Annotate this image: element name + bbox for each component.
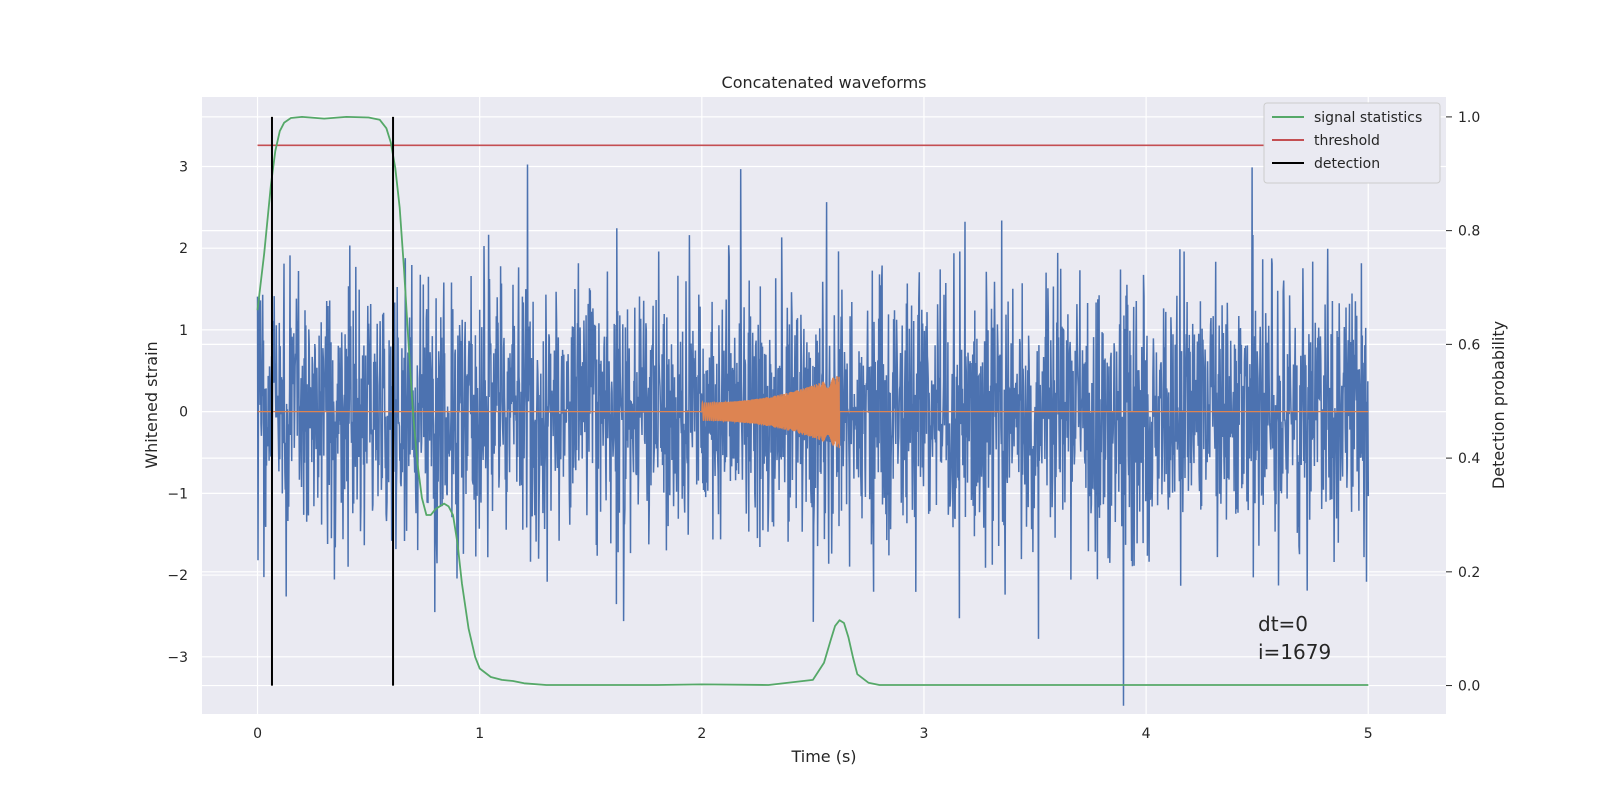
strain-line <box>256 164 1370 706</box>
noise-series <box>256 164 1370 706</box>
legend-box <box>1263 102 1441 184</box>
y2-tick-label: 0.6 <box>1458 337 1480 353</box>
x-tick-label: 0 <box>253 726 262 742</box>
y-tick-label: 1 <box>179 323 188 339</box>
x-axis-label: Time (s) <box>790 747 856 766</box>
y-tick-label: −1 <box>167 486 188 502</box>
chirp-line <box>257 376 1369 449</box>
ticks: 0 1 2 3 4 5 −3 −2 −1 0 1 2 3 0.0 0.2 0.4 0.6 0.8 1.0 <box>167 110 1480 742</box>
x-tick-label: 3 <box>920 726 929 742</box>
legend-label: detection <box>1314 156 1380 172</box>
y2-axis-label: Detection probability <box>1489 321 1508 489</box>
chirp-series <box>257 376 1369 449</box>
legend-label: signal statistics <box>1314 110 1422 126</box>
y-tick-label: 2 <box>179 241 188 257</box>
y2-tick-label: 0.0 <box>1458 679 1480 695</box>
x-tick-label: 5 <box>1364 726 1373 742</box>
y-axis-label: Whitened strain <box>142 341 161 468</box>
x-tick-label: 4 <box>1142 726 1151 742</box>
annotation-dt: dt=0 <box>1258 612 1308 636</box>
marks <box>256 116 1391 686</box>
y2-tick-label: 0.2 <box>1458 565 1480 581</box>
y2-tick-label: 0.8 <box>1458 224 1480 240</box>
y-tick-label: −3 <box>167 650 188 666</box>
signal-statistics-line <box>256 116 1369 686</box>
y2-tick-label: 0.4 <box>1458 451 1480 467</box>
chart-title: Concatenated waveforms <box>722 73 927 92</box>
y-tick-label: −2 <box>167 568 188 584</box>
y-tick-label: 0 <box>179 405 188 421</box>
legend-label: threshold <box>1314 133 1380 149</box>
y2-tick-label: 1.0 <box>1458 110 1480 126</box>
y-tick-label: 3 <box>179 159 188 175</box>
legend: signal statistics threshold detection <box>1263 102 1441 184</box>
annotation-i: i=1679 <box>1258 640 1331 664</box>
x-tick-label: 1 <box>475 726 484 742</box>
x-tick-label: 2 <box>697 726 706 742</box>
